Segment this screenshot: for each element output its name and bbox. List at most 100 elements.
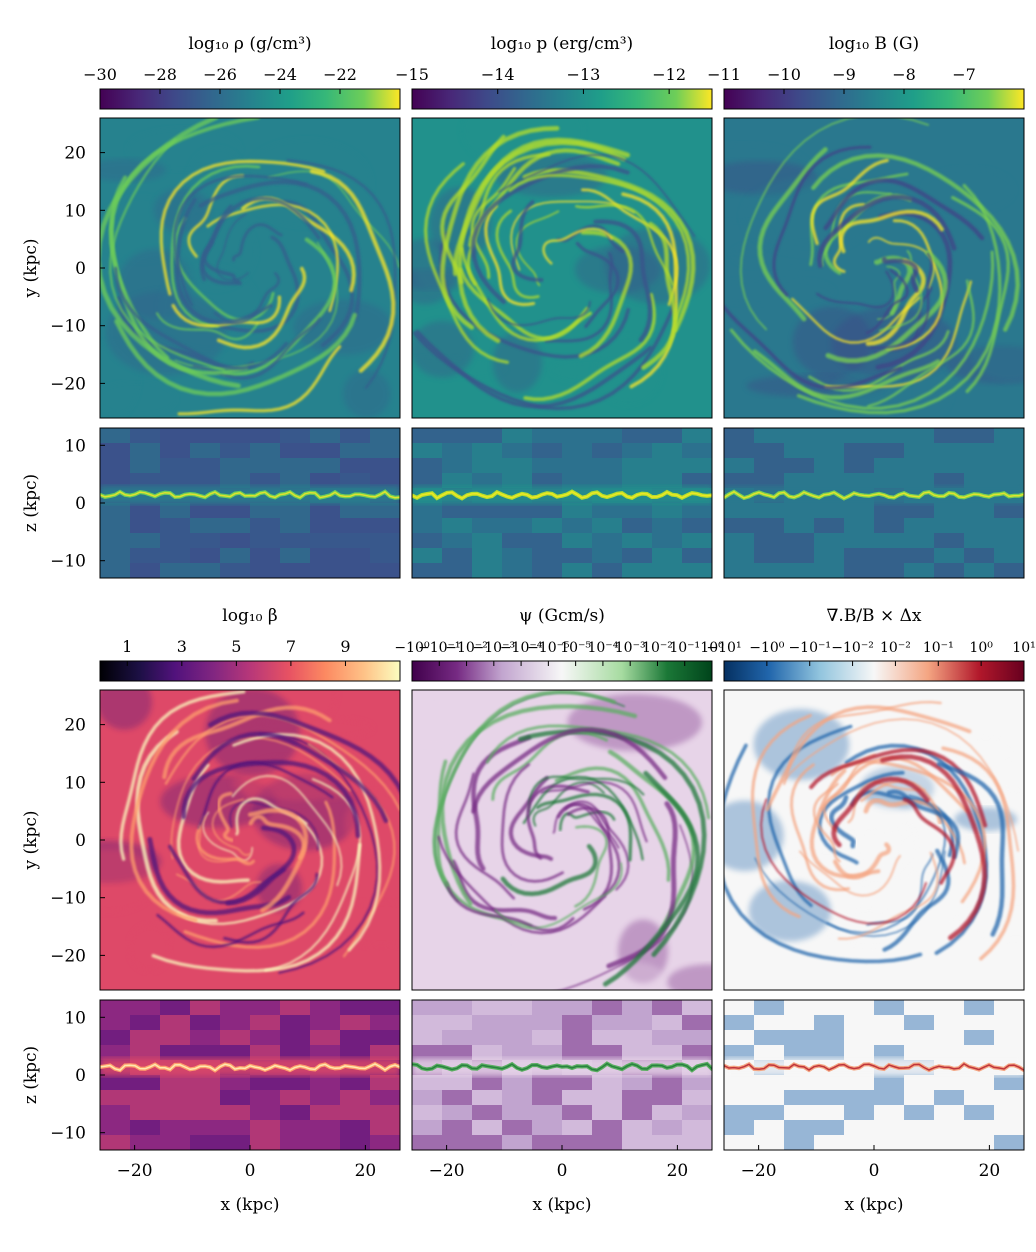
disc-core (724, 1062, 1024, 1071)
colorbar-tick-label: 10⁻⁵ (560, 640, 591, 656)
y-tick-label: −20 (50, 946, 86, 966)
amr-cell (934, 518, 964, 533)
spiral-filament (216, 213, 249, 281)
amr-cell (904, 458, 934, 473)
disc-core (100, 1063, 400, 1072)
spiral-filament (170, 736, 351, 860)
amr-cell (934, 1135, 964, 1150)
colorbar (99, 88, 401, 110)
amr-cell (682, 1090, 712, 1105)
spiral-filament (812, 782, 841, 863)
amr-cell (784, 473, 814, 488)
colorbar-tick-label: 10⁻³ (615, 640, 646, 656)
amr-cell (844, 1090, 874, 1105)
colorbar-title: log₁₀ ρ (g/cm³) (188, 34, 311, 54)
map-patch (100, 849, 157, 913)
amr-cell (220, 473, 250, 488)
y-tick-label: 10 (64, 1008, 86, 1028)
colorbar-tick-label: −9 (832, 65, 856, 84)
colorbar (723, 88, 1025, 110)
amr-cell (370, 518, 400, 533)
amr-cell (280, 1015, 310, 1030)
amr-cell (874, 1090, 904, 1105)
amr-cell (310, 1030, 340, 1045)
amr-cell (934, 1045, 964, 1060)
colorbar-tick-label: 10⁻⁴ (587, 640, 618, 656)
amr-cell (370, 1000, 400, 1015)
amr-cell (592, 518, 622, 533)
amr-cell (532, 1090, 562, 1105)
amr-cell (190, 563, 220, 578)
amr-cell (190, 1090, 220, 1105)
amr-cell (934, 1105, 964, 1120)
amr-cell (160, 563, 190, 578)
amr-cell (652, 1075, 682, 1090)
amr-cell (682, 1120, 712, 1135)
amr-cell (994, 458, 1024, 473)
colorbar-tick-label: 3 (177, 637, 187, 656)
spiral-filament (109, 175, 249, 376)
amr-cell (160, 1105, 190, 1120)
y-tick-label: 0 (75, 494, 86, 514)
amr-cell (994, 1075, 1024, 1090)
amr-cell (190, 1120, 220, 1135)
spiral-filament (559, 810, 616, 832)
amr-cell (280, 548, 310, 563)
amr-cell (250, 428, 280, 443)
amr-cell (934, 563, 964, 578)
amr-cell (502, 503, 532, 518)
chart-6: ∇.B/B × Δx −10¹ −10⁰ −10⁻¹ −10⁻² 10⁻² 10⁻¹ 10⁰ 1… (706, 606, 1035, 1215)
spiral-filament (817, 770, 905, 865)
amr-cell (310, 518, 340, 533)
colorbar-tick-label: −22 (323, 65, 357, 84)
amr-cell (442, 1015, 472, 1030)
amr-cell (784, 1015, 814, 1030)
amr-cell (814, 1015, 844, 1030)
amr-cell (784, 1045, 814, 1060)
amr-cell (310, 1090, 340, 1105)
colorbar-tick-label: −8 (892, 65, 916, 84)
map-patch (968, 314, 1024, 381)
colorbar-tick-label: −10⁻² (445, 640, 488, 656)
spiral-filament (941, 746, 1016, 961)
amr-cell (754, 1045, 784, 1060)
amr-cell (340, 503, 370, 518)
amr-cell (160, 1000, 190, 1015)
spiral-filament (222, 237, 337, 377)
amr-cell (250, 518, 280, 533)
disc-core (412, 1062, 712, 1072)
amr-cell (472, 428, 502, 443)
amr-cell (874, 1105, 904, 1120)
amr-cell (682, 548, 712, 563)
amr-cell (442, 548, 472, 563)
amr-cell (472, 533, 502, 548)
spiral-filament (187, 174, 245, 258)
amr-cell (280, 1000, 310, 1015)
amr-cell (412, 563, 442, 578)
spiral-filament (815, 270, 895, 309)
amr-cell (592, 1075, 622, 1090)
amr-cell (472, 563, 502, 578)
amr-cell (442, 533, 472, 548)
amr-cell (844, 563, 874, 578)
amr-cell (310, 1000, 340, 1015)
spiral-filament (470, 164, 630, 305)
amr-cell (964, 518, 994, 533)
colorbar-tick-label: −10⁻⁴ (500, 640, 543, 656)
spiral-filament (247, 808, 309, 913)
spiral-filament (114, 312, 357, 397)
amr-cell (220, 1135, 250, 1150)
colorbar-title: log₁₀ B (G) (829, 34, 919, 54)
spiral-filament (540, 781, 648, 843)
amr-cell (592, 473, 622, 488)
amr-cell (100, 548, 130, 563)
y-axis-label: y (kpc) (21, 239, 41, 299)
amr-cell (130, 1075, 160, 1090)
map-patch (100, 690, 152, 730)
spiral-filament (739, 118, 930, 331)
amr-cell (562, 1120, 592, 1135)
amr-cell (994, 1120, 1024, 1135)
chart-1: log₁₀ ρ (g/cm³) −30 −28 −26 −24 −22 20 10 0 −10 −2… (21, 34, 401, 579)
amr-cell (340, 428, 370, 443)
amr-cell (190, 533, 220, 548)
